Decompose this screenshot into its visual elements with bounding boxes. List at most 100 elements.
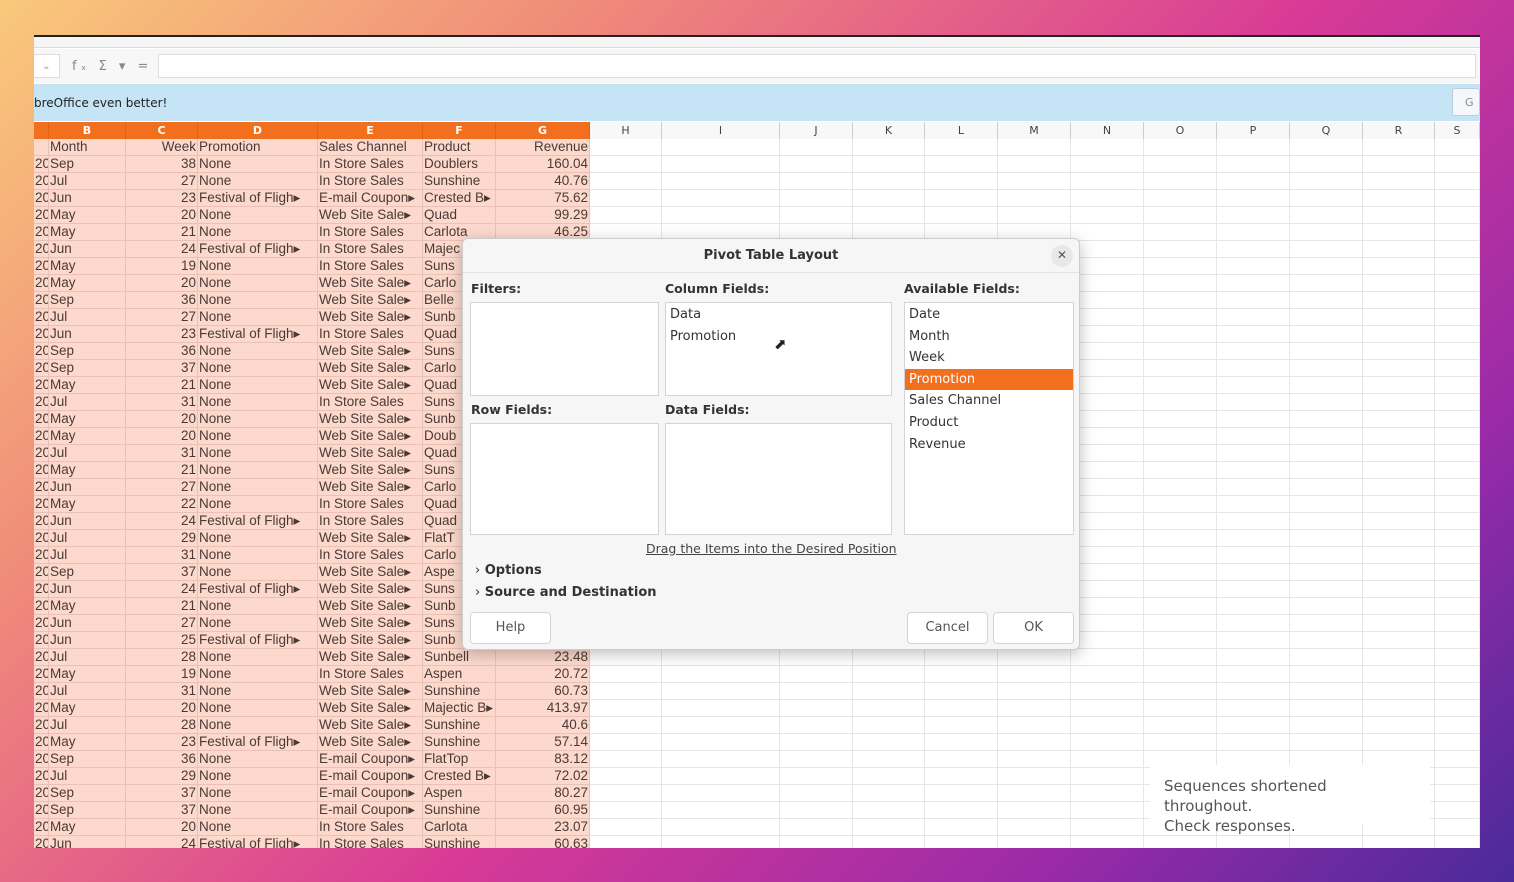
cell[interactable]	[1290, 258, 1363, 275]
cell[interactable]: 83.12	[496, 751, 590, 768]
cell[interactable]	[1144, 139, 1217, 156]
cell[interactable]: May	[49, 700, 126, 717]
cell[interactable]: 20	[126, 819, 198, 836]
cell[interactable]	[1071, 496, 1144, 513]
cell[interactable]	[1435, 190, 1480, 207]
cell[interactable]: May	[49, 666, 126, 683]
cell[interactable]: Jul	[49, 768, 126, 785]
cell[interactable]: 20	[34, 224, 49, 241]
cell[interactable]	[1217, 581, 1290, 598]
cell[interactable]	[1217, 564, 1290, 581]
cell[interactable]: None	[198, 207, 318, 224]
cell[interactable]	[1435, 734, 1480, 751]
cell[interactable]	[1363, 581, 1435, 598]
cell[interactable]: 20	[34, 309, 49, 326]
cell[interactable]: 20	[34, 836, 49, 848]
cell[interactable]: None	[198, 802, 318, 819]
cell[interactable]	[1217, 649, 1290, 666]
cell[interactable]	[1435, 156, 1480, 173]
cell[interactable]	[1217, 666, 1290, 683]
available-field-item[interactable]: Sales Channel	[909, 393, 1002, 409]
available-field-item[interactable]: Week	[909, 350, 945, 366]
cell[interactable]: 20	[34, 649, 49, 666]
cell[interactable]	[1363, 207, 1435, 224]
cell[interactable]	[1144, 309, 1217, 326]
cell[interactable]: 31	[126, 445, 198, 462]
cell[interactable]: Festival of Fligh▸	[198, 836, 318, 848]
cell[interactable]: 20	[34, 156, 49, 173]
cell[interactable]: 23	[126, 326, 198, 343]
cell[interactable]	[853, 156, 925, 173]
cell[interactable]	[853, 683, 925, 700]
cell[interactable]	[925, 751, 998, 768]
cell[interactable]: Majectic B▸	[423, 700, 496, 717]
cell[interactable]: 21	[126, 377, 198, 394]
cell[interactable]: May	[49, 496, 126, 513]
cell[interactable]	[1363, 394, 1435, 411]
cell[interactable]: Jul	[49, 394, 126, 411]
cell[interactable]	[1435, 836, 1480, 848]
cell[interactable]: None	[198, 819, 318, 836]
cell[interactable]: 20	[34, 326, 49, 343]
cell[interactable]	[1290, 581, 1363, 598]
cell[interactable]: 60.95	[496, 802, 590, 819]
cell[interactable]: Festival of Fligh▸	[198, 632, 318, 649]
cell[interactable]: Web Site Sale▸	[318, 581, 423, 598]
cell[interactable]: In Store Sales	[318, 326, 423, 343]
cell[interactable]	[1071, 377, 1144, 394]
cell[interactable]	[1217, 496, 1290, 513]
cell[interactable]	[1435, 377, 1480, 394]
cell[interactable]	[1144, 666, 1217, 683]
cell[interactable]	[662, 819, 780, 836]
cell[interactable]: Quad	[423, 207, 496, 224]
cell[interactable]: May	[49, 428, 126, 445]
cell[interactable]	[1435, 666, 1480, 683]
cell[interactable]: 20	[34, 615, 49, 632]
cell[interactable]	[780, 173, 853, 190]
cell[interactable]	[1071, 139, 1144, 156]
cell[interactable]	[1363, 309, 1435, 326]
cell[interactable]: Sunbell	[423, 649, 496, 666]
cell[interactable]	[1363, 734, 1435, 751]
cell[interactable]: None	[198, 530, 318, 547]
cell[interactable]: 37	[126, 802, 198, 819]
cell[interactable]	[780, 190, 853, 207]
cell[interactable]	[590, 751, 662, 768]
cell[interactable]	[1217, 445, 1290, 462]
cell[interactable]: Sep	[49, 564, 126, 581]
cell[interactable]	[1435, 479, 1480, 496]
column-header-L[interactable]: L	[925, 122, 998, 139]
cell[interactable]	[1217, 717, 1290, 734]
cell[interactable]	[1290, 428, 1363, 445]
cell[interactable]	[1071, 207, 1144, 224]
cell[interactable]	[1363, 428, 1435, 445]
cell[interactable]	[998, 751, 1071, 768]
cell[interactable]: May	[49, 207, 126, 224]
cell[interactable]: 21	[126, 224, 198, 241]
cell[interactable]: Web Site Sale▸	[318, 649, 423, 666]
cell[interactable]: None	[198, 717, 318, 734]
column-header-K[interactable]: K	[853, 122, 925, 139]
cell[interactable]	[1435, 360, 1480, 377]
cell[interactable]: 20	[34, 785, 49, 802]
column-field-item[interactable]: Promotion	[670, 328, 737, 344]
cell[interactable]: In Store Sales	[318, 836, 423, 848]
cell[interactable]: None	[198, 751, 318, 768]
cell[interactable]: Aspen	[423, 666, 496, 683]
cell[interactable]	[925, 700, 998, 717]
cell[interactable]	[1363, 547, 1435, 564]
cell[interactable]: Web Site Sale▸	[318, 632, 423, 649]
cell[interactable]	[998, 768, 1071, 785]
cell[interactable]: Promotion	[198, 139, 318, 156]
cell[interactable]: 20	[34, 343, 49, 360]
cell[interactable]	[998, 802, 1071, 819]
cell[interactable]: 21	[126, 462, 198, 479]
column-header-E[interactable]: E	[318, 122, 423, 139]
cell[interactable]: Sep	[49, 802, 126, 819]
cell[interactable]	[1144, 326, 1217, 343]
cell[interactable]	[925, 717, 998, 734]
cell[interactable]	[1435, 224, 1480, 241]
cell[interactable]	[662, 700, 780, 717]
cell[interactable]	[1144, 479, 1217, 496]
cell[interactable]	[780, 802, 853, 819]
